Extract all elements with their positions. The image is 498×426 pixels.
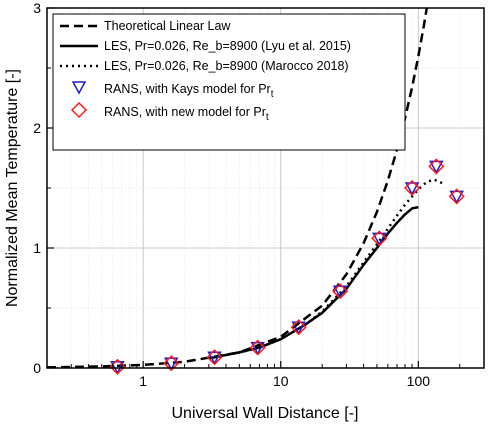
marker-kays-point xyxy=(163,357,179,371)
marker-kays-point xyxy=(404,182,420,196)
marker-new-point xyxy=(403,179,421,197)
y-tick-label: 0 xyxy=(33,360,41,376)
marker-kays-point xyxy=(429,160,444,174)
series-line-0 xyxy=(47,8,429,368)
legend-label-linear-law: Theoretical Linear Law xyxy=(104,19,231,33)
legend: Theoretical Linear Law LES, Pr=0.026, Re… xyxy=(52,13,406,151)
legend-label-les-lyu: LES, Pr=0.026, Re_b=8900 (Lyu et al. 201… xyxy=(104,39,351,53)
tick-labels: 1 10 100 0 1 2 3 xyxy=(33,0,430,389)
legend-label-kays-main: RANS, with Kays model for Pr xyxy=(104,82,271,96)
y-tick-label: 1 xyxy=(33,240,41,256)
marker-new-point xyxy=(428,158,445,175)
legend-marker-new xyxy=(70,101,88,119)
marker-new-point xyxy=(448,188,465,205)
y-axis-label: Normalized Mean Temperature [-] xyxy=(4,69,21,307)
legend-label-les-marocco: LES, Pr=0.026, Re_b=8900 (Marocco 2018) xyxy=(104,59,349,73)
legend-label-new-main: RANS, with new model for Pr xyxy=(104,105,266,119)
x-tick-label: 10 xyxy=(273,373,289,389)
marker-kays-point xyxy=(332,285,348,299)
marker-kays-point xyxy=(250,341,265,356)
y-tick-label: 2 xyxy=(33,120,41,136)
legend-marker-kays xyxy=(71,81,87,95)
marker-new-point xyxy=(206,349,223,366)
marker-kays-point xyxy=(372,232,387,246)
series-line-2 xyxy=(208,178,444,360)
x-axis-label: Universal Wall Distance [-] xyxy=(171,405,358,422)
marker-kays-point xyxy=(291,321,306,335)
marker-new-point xyxy=(290,319,307,336)
legend-label-new: RANS, with new model for Prt xyxy=(104,105,269,123)
legend-box xyxy=(52,13,406,151)
marker-new-point xyxy=(332,283,349,300)
legend-label-kays-sub: t xyxy=(271,89,274,100)
legend-label-kays: RANS, with Kays model for Prt xyxy=(104,82,274,100)
legend-label-new-sub: t xyxy=(266,112,269,123)
marker-kays-point xyxy=(449,190,464,204)
x-tick-label: 1 xyxy=(139,373,147,389)
marker-new-point xyxy=(371,230,388,247)
marker-new-point xyxy=(163,355,180,372)
y-tick-label: 3 xyxy=(33,0,41,16)
x-tick-label: 100 xyxy=(407,373,431,389)
marker-new-point xyxy=(249,339,266,356)
marker-kays-point xyxy=(207,351,222,365)
